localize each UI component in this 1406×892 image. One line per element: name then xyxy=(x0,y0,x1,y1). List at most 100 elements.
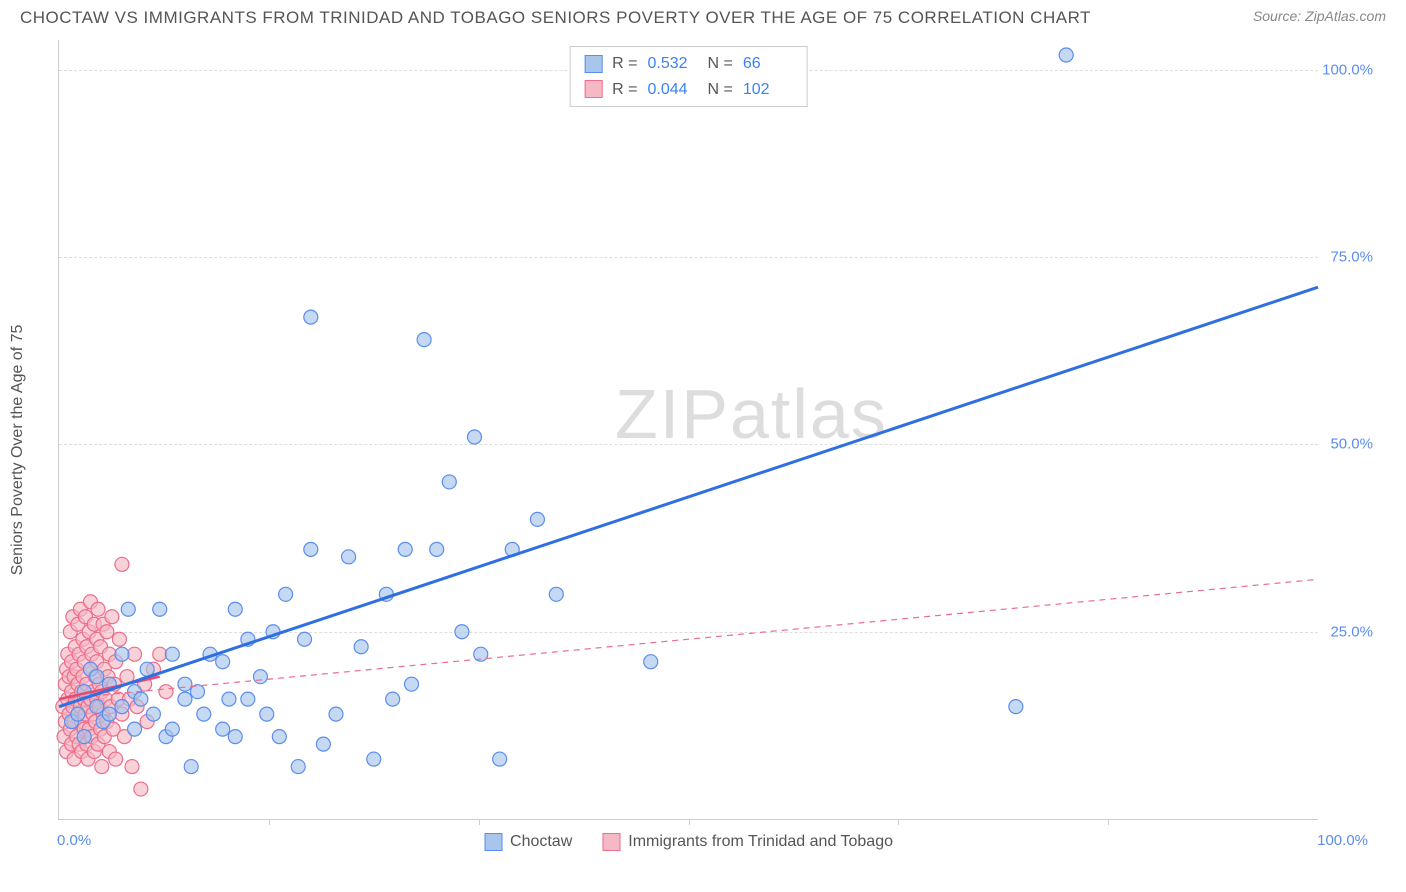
choctaw-point xyxy=(316,737,330,751)
choctaw-point xyxy=(178,692,192,706)
choctaw-point xyxy=(102,707,116,721)
choctaw-point xyxy=(455,625,469,639)
trinidad-point xyxy=(115,557,129,571)
swatch-choctaw xyxy=(584,55,602,73)
legend-row-trinidad: R = 0.044 N = 102 xyxy=(584,77,793,103)
chart-container: Seniors Poverty Over the Age of 75 ZIPat… xyxy=(48,40,1378,860)
choctaw-point xyxy=(304,310,318,324)
choctaw-point xyxy=(405,677,419,691)
choctaw-point xyxy=(272,730,286,744)
trinidad-point xyxy=(105,610,119,624)
choctaw-point xyxy=(153,602,167,616)
x-tick-mark xyxy=(689,819,690,825)
choctaw-point xyxy=(430,542,444,556)
choctaw-point xyxy=(1059,48,1073,62)
swatch-choctaw xyxy=(484,833,502,851)
choctaw-point xyxy=(442,475,456,489)
y-axis-label: Seniors Poverty Over the Age of 75 xyxy=(9,325,27,576)
choctaw-point xyxy=(253,670,267,684)
y-tick-label: 75.0% xyxy=(1330,249,1373,266)
chart-title: CHOCTAW VS IMMIGRANTS FROM TRINIDAD AND … xyxy=(20,8,1091,28)
choctaw-point xyxy=(197,707,211,721)
x-tick-mark xyxy=(479,819,480,825)
choctaw-point xyxy=(216,655,230,669)
trend-choctaw xyxy=(59,287,1318,706)
legend-row-choctaw: R = 0.532 N = 66 xyxy=(584,51,793,77)
trinidad-point xyxy=(95,760,109,774)
choctaw-point xyxy=(90,670,104,684)
choctaw-point xyxy=(467,430,481,444)
choctaw-point xyxy=(241,692,255,706)
choctaw-point xyxy=(549,587,563,601)
choctaw-point xyxy=(115,700,129,714)
choctaw-point xyxy=(165,722,179,736)
choctaw-point xyxy=(77,730,91,744)
trinidad-point xyxy=(153,647,167,661)
choctaw-point xyxy=(304,542,318,556)
trinidad-point xyxy=(109,752,123,766)
choctaw-point xyxy=(260,707,274,721)
trinidad-point xyxy=(91,602,105,616)
n-label: N = xyxy=(708,51,733,77)
r-label: R = xyxy=(612,51,637,77)
x-tick-mark xyxy=(898,819,899,825)
choctaw-point xyxy=(279,587,293,601)
legend-series: Choctaw Immigrants from Trinidad and Tob… xyxy=(484,833,893,851)
n-value-choctaw: 66 xyxy=(743,51,793,77)
choctaw-point xyxy=(367,752,381,766)
legend-item-trinidad: Immigrants from Trinidad and Tobago xyxy=(602,833,893,851)
plot-area: ZIPatlas R = 0.532 N = 66 R = 0.044 N = … xyxy=(58,40,1318,820)
choctaw-point xyxy=(342,550,356,564)
legend-label-choctaw: Choctaw xyxy=(510,833,572,851)
y-tick-label: 100.0% xyxy=(1322,61,1373,78)
legend-item-choctaw: Choctaw xyxy=(484,833,572,851)
x-tick-mark xyxy=(1108,819,1109,825)
choctaw-point xyxy=(354,640,368,654)
source-attribution: Source: ZipAtlas.com xyxy=(1253,8,1386,24)
n-label: N = xyxy=(708,77,733,103)
trinidad-point xyxy=(134,782,148,796)
n-value-trinidad: 102 xyxy=(743,77,793,103)
choctaw-point xyxy=(644,655,658,669)
trinidad-point xyxy=(112,632,126,646)
x-tick-mark xyxy=(269,819,270,825)
choctaw-point xyxy=(228,602,242,616)
choctaw-point xyxy=(291,760,305,774)
y-tick-label: 25.0% xyxy=(1330,623,1373,640)
choctaw-point xyxy=(165,647,179,661)
r-label: R = xyxy=(612,77,637,103)
choctaw-point xyxy=(115,647,129,661)
trinidad-point xyxy=(100,625,114,639)
x-tick-label-left: 0.0% xyxy=(57,832,91,849)
choctaw-point xyxy=(530,512,544,526)
r-value-trinidad: 0.044 xyxy=(648,77,698,103)
choctaw-point xyxy=(386,692,400,706)
trinidad-point xyxy=(128,647,142,661)
choctaw-point xyxy=(128,722,142,736)
choctaw-point xyxy=(398,542,412,556)
legend-label-trinidad: Immigrants from Trinidad and Tobago xyxy=(628,833,893,851)
legend-correlation: R = 0.532 N = 66 R = 0.044 N = 102 xyxy=(569,46,808,107)
choctaw-point xyxy=(178,677,192,691)
choctaw-point xyxy=(216,722,230,736)
choctaw-point xyxy=(90,700,104,714)
trinidad-point xyxy=(125,760,139,774)
r-value-choctaw: 0.532 xyxy=(648,51,698,77)
choctaw-point xyxy=(134,692,148,706)
choctaw-point xyxy=(1009,700,1023,714)
choctaw-point xyxy=(184,760,198,774)
choctaw-point xyxy=(493,752,507,766)
choctaw-point xyxy=(228,730,242,744)
choctaw-point xyxy=(121,602,135,616)
plot-svg xyxy=(59,40,1318,819)
swatch-trinidad xyxy=(584,80,602,98)
choctaw-point xyxy=(222,692,236,706)
choctaw-point xyxy=(146,707,160,721)
choctaw-point xyxy=(298,632,312,646)
swatch-trinidad xyxy=(602,833,620,851)
y-tick-label: 50.0% xyxy=(1330,436,1373,453)
trinidad-point xyxy=(159,685,173,699)
x-tick-label-right: 100.0% xyxy=(1317,832,1368,849)
choctaw-point xyxy=(71,707,85,721)
choctaw-point xyxy=(417,333,431,347)
